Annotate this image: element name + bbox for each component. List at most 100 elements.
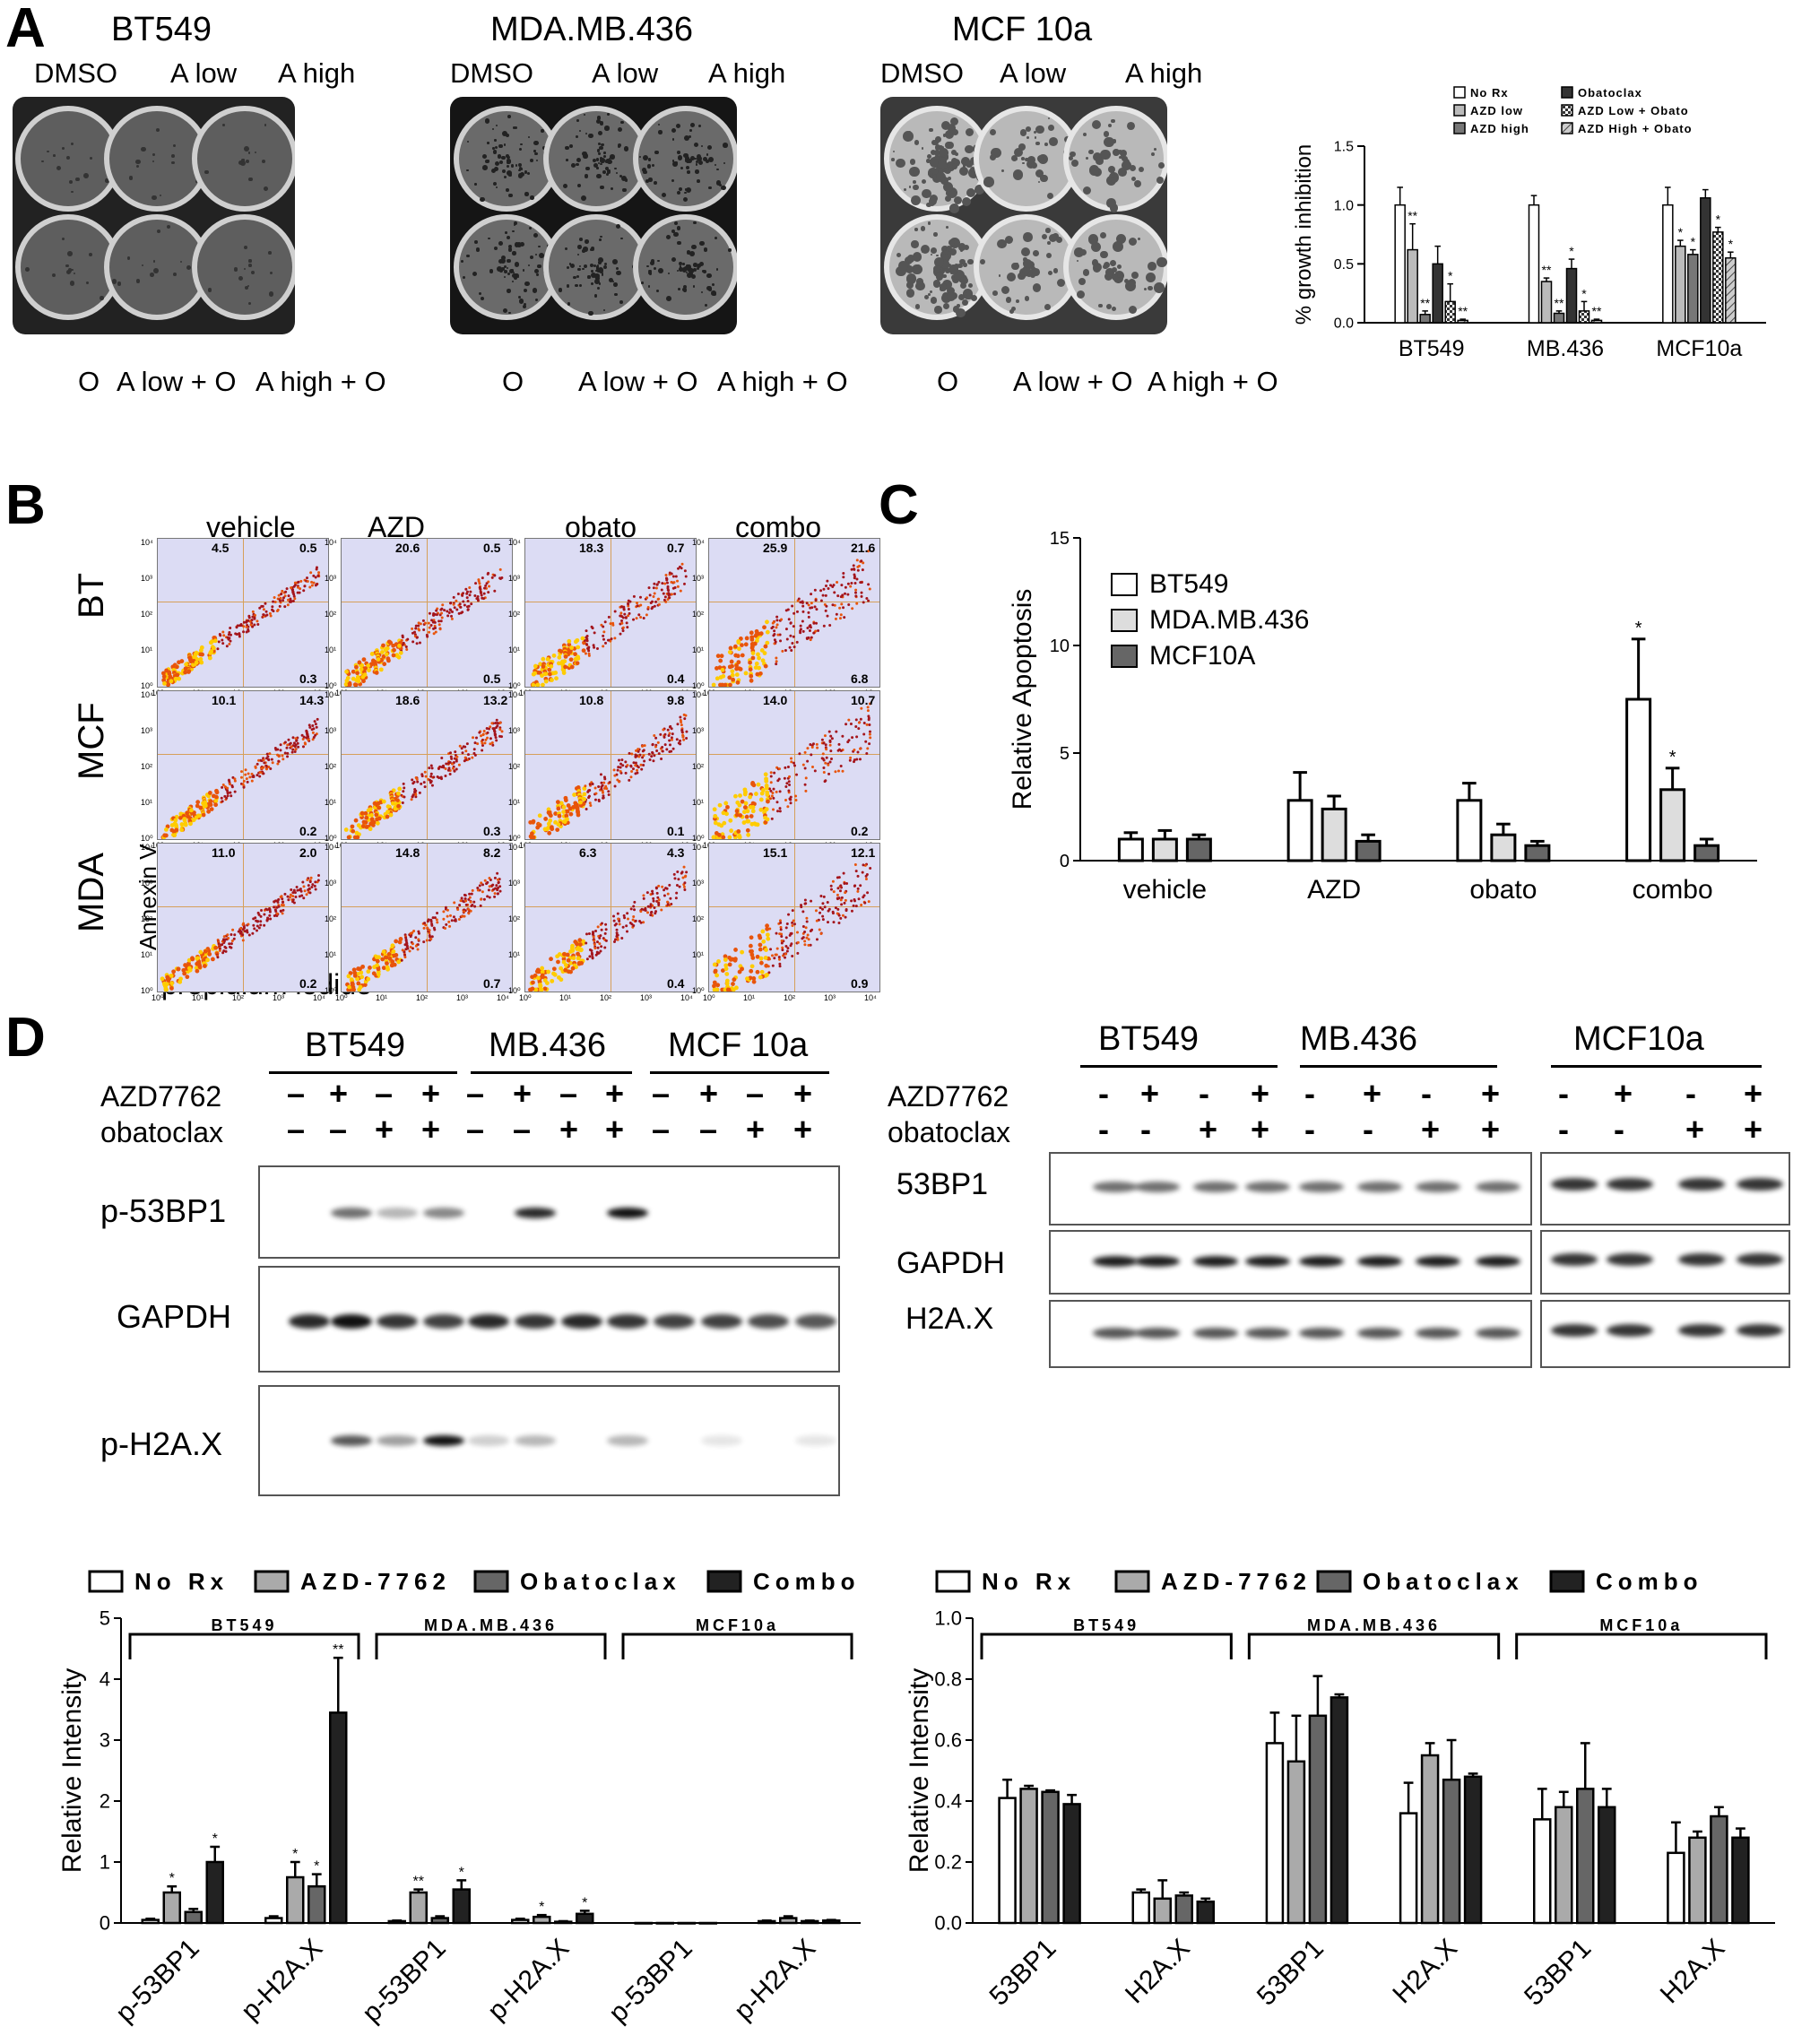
flow-dot <box>853 582 857 585</box>
colony <box>1042 155 1048 161</box>
flow-dot <box>715 654 721 659</box>
obato-sign: – <box>466 1111 485 1148</box>
colony <box>75 177 80 182</box>
colony <box>524 281 530 287</box>
flow-dot <box>417 938 420 941</box>
colony <box>494 161 500 167</box>
flow-dot <box>444 927 447 931</box>
flow-dot <box>198 805 204 810</box>
flow-dot <box>174 814 179 819</box>
flow-dot <box>647 586 651 590</box>
flow-dot <box>609 622 612 626</box>
colony <box>920 245 930 255</box>
flow-dot <box>198 656 204 662</box>
flow-dot <box>354 830 359 836</box>
flow-dot <box>774 640 777 644</box>
colony <box>938 144 943 151</box>
flow-dot <box>663 743 667 747</box>
flow-plot: 10.8 9.8 0.1 <box>524 690 697 840</box>
y-tick-label: 0 <box>1060 852 1070 871</box>
blot-group-label: MB.436 <box>489 1026 606 1064</box>
flow-dot <box>471 756 474 759</box>
flow-dot <box>749 948 753 954</box>
flow-dot <box>615 928 619 931</box>
flow-dot <box>809 638 812 642</box>
colony <box>264 124 267 126</box>
colony <box>944 129 955 140</box>
colony <box>1098 303 1103 308</box>
flow-dot <box>213 802 219 808</box>
flow-dot <box>420 782 423 785</box>
flow-dot <box>363 666 368 671</box>
plate-top-label: A high <box>1125 57 1203 89</box>
flow-dot <box>469 900 472 904</box>
flow-dot <box>376 801 381 806</box>
flow-dot <box>473 905 477 908</box>
flow-dot <box>850 909 853 913</box>
azd-sign: – <box>466 1075 485 1112</box>
flow-dot <box>775 947 779 950</box>
flow-dot <box>625 621 628 625</box>
flow-x-tick: 10³ <box>456 993 469 1002</box>
flow-dot <box>476 888 480 892</box>
blot-band <box>1135 1327 1180 1338</box>
quadrant-value-lr: 0.3 <box>483 824 501 838</box>
flow-dot <box>803 766 807 770</box>
flow-dot <box>417 931 420 935</box>
flow-dot <box>178 815 183 820</box>
flow-dot <box>751 783 757 788</box>
colony <box>1000 285 1010 295</box>
flow-dot <box>253 616 256 619</box>
flow-y-tick: 10⁰ <box>325 986 337 995</box>
flow-dot <box>461 751 464 755</box>
flow-dot <box>469 909 472 913</box>
flow-dot <box>451 762 455 766</box>
flow-dot <box>273 600 277 603</box>
colony <box>992 290 998 296</box>
plate-bottom-label: A low + O <box>117 366 237 397</box>
flow-dot <box>256 774 259 777</box>
colony <box>697 156 702 162</box>
flow-dot <box>186 669 192 674</box>
flow-dot <box>286 751 290 755</box>
colony <box>648 272 653 275</box>
colony <box>916 264 921 268</box>
flow-dot <box>429 779 433 783</box>
colony <box>944 142 952 149</box>
flow-y-tick: 10⁰ <box>508 834 521 843</box>
colony <box>1015 158 1018 160</box>
azd-sign: + <box>1481 1075 1501 1112</box>
colony <box>619 174 623 178</box>
colony <box>708 157 715 163</box>
flow-dot <box>221 642 225 645</box>
colony <box>1071 159 1079 167</box>
flow-dot <box>216 956 220 959</box>
bar <box>1355 839 1382 862</box>
flow-dot <box>772 787 775 791</box>
significance-mark: ** <box>1408 209 1417 223</box>
colony <box>1118 168 1128 178</box>
colony <box>967 282 974 289</box>
flow-dot <box>263 923 266 927</box>
flow-dot <box>403 933 407 937</box>
flow-dot <box>760 787 766 792</box>
quadrant-value-ur: 0.5 <box>483 541 501 555</box>
flow-dot <box>794 794 798 798</box>
flow-dot <box>859 717 862 721</box>
flow-dot <box>482 897 486 901</box>
flow-dot <box>394 653 400 658</box>
flow-dot <box>281 912 284 915</box>
flow-dot <box>640 767 644 771</box>
flow-dot <box>570 943 575 948</box>
flow-dot <box>195 968 200 974</box>
flow-dot <box>174 824 179 828</box>
category-label: 53BP1 <box>1252 1934 1330 2012</box>
flow-dot <box>447 920 451 923</box>
flow-dot <box>713 813 718 818</box>
flow-dot <box>763 772 768 777</box>
blot-band <box>607 1313 648 1329</box>
flow-dot <box>825 756 828 759</box>
flow-dot <box>725 804 730 810</box>
colony <box>1024 251 1026 254</box>
flow-dot <box>261 604 264 608</box>
